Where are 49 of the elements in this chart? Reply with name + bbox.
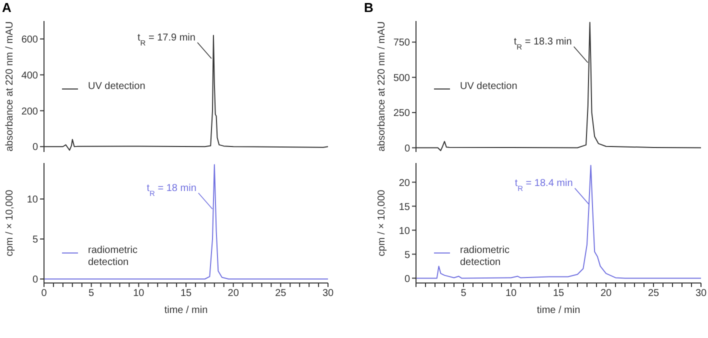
y-tick-label: 5 [32,234,38,246]
legend-label: UV detection [88,80,146,93]
x-tick-label: 5 [88,288,95,300]
legend-label: UV detection [460,80,518,93]
y-tick-label: 250 [393,108,410,120]
x-axis-title: time / min [164,305,208,316]
y-tick-label: 0 [32,274,38,286]
y-tick-label: 400 [21,70,38,82]
x-tick-label: 20 [228,288,240,300]
x-tick-label: 25 [648,288,660,300]
y-tick-label: 600 [21,34,38,46]
x-tick-label: 0 [41,288,48,300]
annotation: t$_{R}$ = 18.4 min [514,178,573,193]
x-tick-label: 25 [275,288,287,300]
annotation: t$_{R}$ = 18 min [146,183,196,198]
y-tick-label: 0 [32,142,38,154]
chart-title: B [364,0,374,15]
y-axis-title: cpm / × 10,000 [4,189,16,256]
callout: t$_{R}$ = 18 min [146,183,213,210]
y-tick-label: 10 [26,194,38,206]
x-tick-label: 10 [505,288,517,300]
callout: t$_{R}$ = 18.3 min [514,36,588,64]
x-axis-title: time / min [536,305,580,316]
y-axis-title: absorbance at 220 nm / mAU [376,21,388,152]
y-tick-label: 20 [398,178,410,189]
x-tick-label: 5 [460,288,467,300]
y-tick-label: 500 [393,72,410,84]
x-tick-label: 15 [180,288,192,300]
y-tick-label: 200 [21,106,38,118]
x-tick-label: 20 [600,288,612,300]
y-tick-label: 0 [404,143,410,154]
y-tick-label: 5 [404,250,410,261]
chart-title: A [2,0,12,15]
y-tick-label: 15 [398,202,410,213]
x-tick-label: 30 [695,288,707,300]
x-tick-label: 15 [552,288,564,300]
callout: t$_{R}$ = 18.4 min [514,178,590,205]
y-tick-label: 10 [398,226,410,237]
annotation: t$_{R}$ = 18.3 min [514,36,572,52]
x-tick-label: 10 [133,288,145,300]
y-tick-label: 0 [404,274,410,285]
x-tick-label: 30 [322,288,334,300]
callout: t$_{R}$ = 17.9 min [137,32,212,59]
annotation: t$_{R}$ = 17.9 min [137,32,196,47]
y-axis-title: cpm / × 10,000 [376,189,388,256]
legend-label: radiometric detection [460,245,510,270]
y-axis-title: absorbance at 220 nm / mAU [4,21,16,152]
y-tick-label: 750 [393,38,410,49]
legend-label: radiometric detection [88,245,138,270]
